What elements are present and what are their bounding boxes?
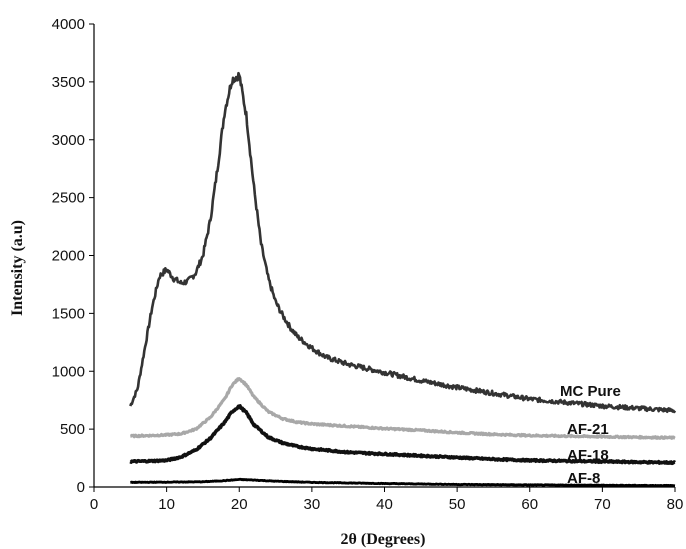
y-tick-label: 1500 <box>52 305 85 322</box>
plot-lines <box>129 71 677 488</box>
x-tick-label: 60 <box>521 496 538 513</box>
x-axis-title: 2θ (Degrees) <box>341 531 426 548</box>
series-label: AF-8 <box>567 470 600 487</box>
series-label: AF-21 <box>567 421 609 438</box>
y-tick-label: 3500 <box>52 74 85 91</box>
x-tick-label: 20 <box>231 496 248 513</box>
y-tick-label: 3000 <box>52 132 85 149</box>
x-tick-label: 30 <box>304 496 321 513</box>
y-tick-label: 2500 <box>52 190 85 207</box>
y-tick-label: 0 <box>77 479 85 496</box>
series-line-mc-pure <box>129 71 677 414</box>
series-line-af-8 <box>129 477 676 488</box>
y-ticks: 0 500 1000 1500 2000 2500 3000 3500 4000 <box>52 16 94 496</box>
series-line-af-18 <box>129 404 677 466</box>
y-axis-title: Intensity (a.u) <box>9 220 26 316</box>
y-tick-label: 1000 <box>52 363 85 380</box>
y-tick-label: 4000 <box>52 16 85 33</box>
series-label: MC Pure <box>560 383 621 400</box>
x-ticks: 0 10 20 30 40 50 60 70 80 <box>90 487 684 513</box>
y-tick-label: 500 <box>60 421 85 438</box>
x-tick-label: 80 <box>667 496 684 513</box>
series-line-af-21 <box>129 377 676 440</box>
series-labels: MC Pure AF-21 AF-18 AF-8 <box>560 383 621 487</box>
y-tick-label: 2000 <box>52 248 85 265</box>
x-tick-label: 10 <box>158 496 175 513</box>
x-tick-label: 50 <box>449 496 466 513</box>
x-tick-label: 40 <box>376 496 393 513</box>
x-tick-label: 70 <box>594 496 611 513</box>
series-label: AF-18 <box>567 447 609 464</box>
x-tick-label: 0 <box>90 496 98 513</box>
